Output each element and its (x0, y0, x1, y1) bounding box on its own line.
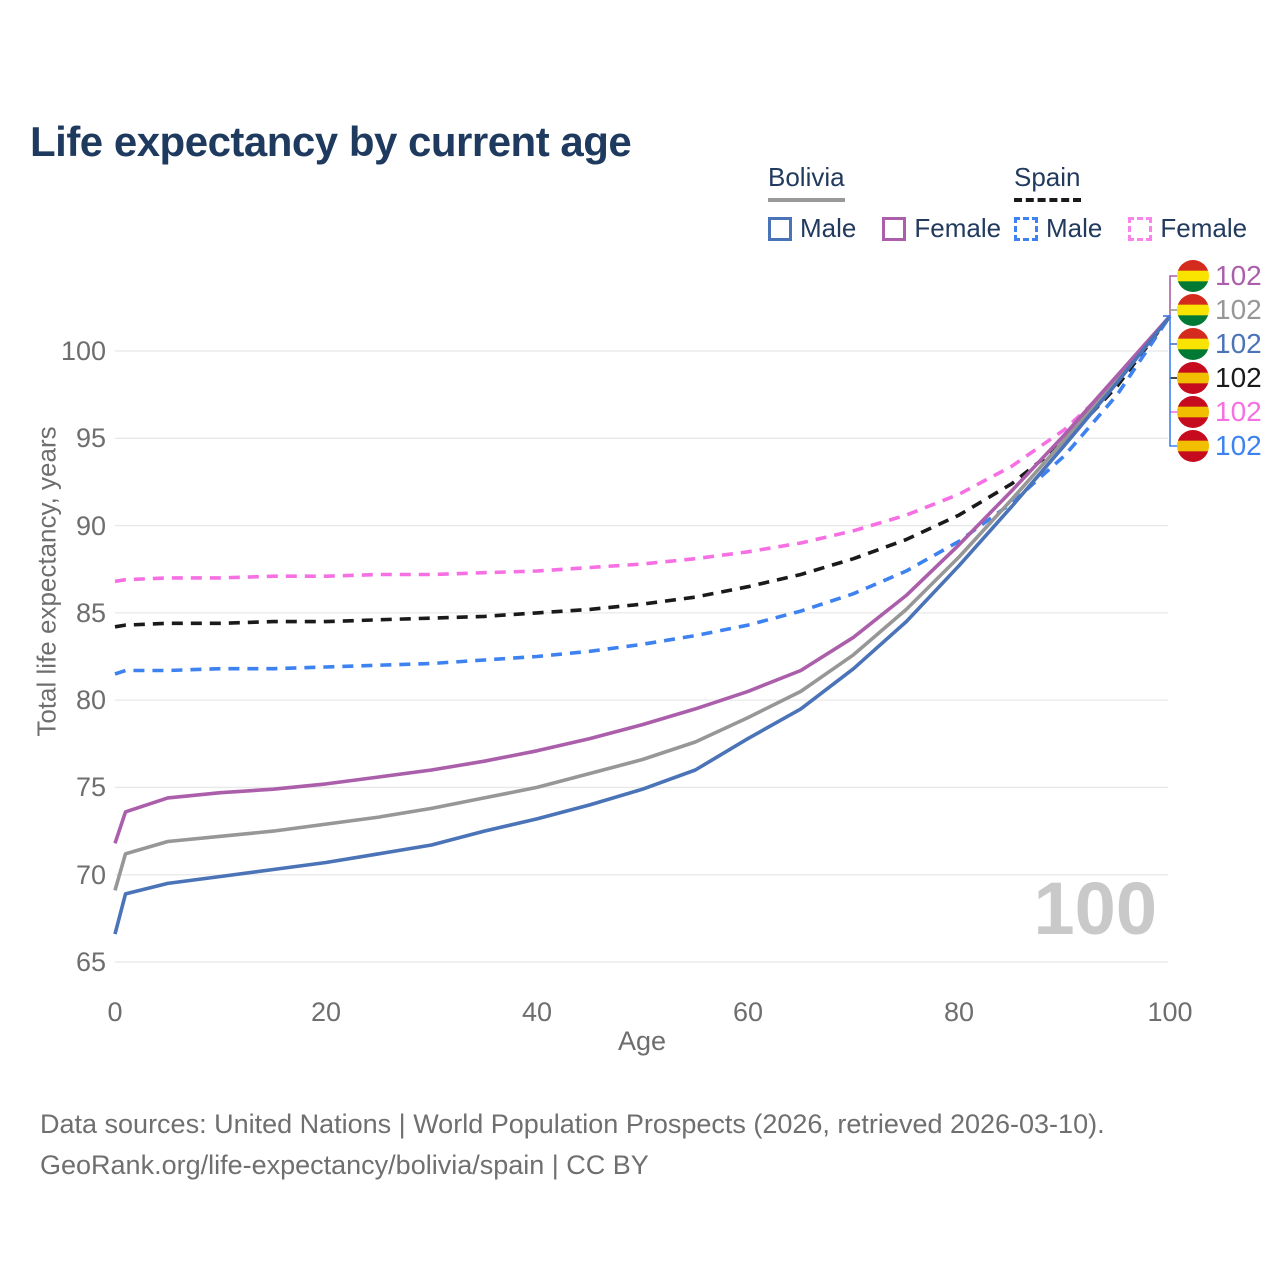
x-tick-label-100: 100 (1147, 997, 1193, 1027)
x-axis-title: Age (617, 1026, 667, 1056)
series-line-spain-female (114, 314, 1172, 584)
x-tick-label-40: 40 (521, 997, 553, 1027)
bolivia-flag-icon (1177, 260, 1209, 292)
legend-item-spain-male[interactable]: Male (1014, 213, 1102, 244)
y-tick-label-80: 80 (75, 685, 106, 716)
data-source-line1: Data sources: United Nations | World Pop… (40, 1109, 1105, 1139)
x-tick-label-20: 20 (310, 997, 342, 1027)
series-line-bolivia-male (113, 314, 1172, 935)
spain-female-swatch-icon (1128, 216, 1153, 241)
series-line-bolivia-both (113, 314, 1172, 891)
end-value-label-spain-male: 102 (1215, 430, 1262, 461)
spain-male-swatch-icon (1014, 216, 1038, 241)
bolivia-male-swatch-icon (768, 216, 792, 241)
legend-item-label: Female (914, 213, 1002, 243)
spain-flag-icon (1177, 430, 1209, 462)
bolivia-flag-icon (1177, 294, 1209, 326)
current-age-watermark: 100 (1033, 867, 1157, 950)
bolivia-female-swatch-icon (882, 216, 907, 241)
legend-item-bolivia-female[interactable]: Female (882, 213, 1001, 244)
end-value-label-bolivia-male: 102 (1215, 328, 1262, 359)
y-tick-label-75: 75 (75, 772, 106, 803)
chart-title: Life expectancy by current age (30, 118, 632, 166)
y-tick-label-85: 85 (75, 597, 106, 628)
x-tick-label-80: 80 (943, 997, 975, 1027)
y-tick-label-90: 90 (75, 510, 106, 541)
x-tick-label-0: 0 (107, 997, 123, 1027)
spain-flag-icon (1177, 362, 1209, 394)
bolivia-flag-icon (1177, 328, 1209, 360)
series-line-spain-male (114, 315, 1172, 676)
data-source-note: Data sources: United Nations | World Pop… (40, 1104, 1105, 1186)
legend-item-label: Female (1160, 213, 1248, 243)
end-value-label-spain-female: 102 (1215, 396, 1262, 427)
x-tick-label-60: 60 (732, 997, 764, 1027)
legend-country-spain[interactable]: Spain (1014, 162, 1081, 202)
y-tick-label-100: 100 (60, 336, 106, 366)
legend-item-label: Male (1046, 213, 1103, 243)
legend-group-bolivia: Bolivia Male Female (768, 162, 1001, 244)
y-tick-label-70: 70 (75, 859, 106, 890)
end-value-label-spain-both-sexes: 102 (1215, 362, 1262, 393)
data-source-line2: GeoRank.org/life-expectancy/bolivia/spai… (40, 1150, 649, 1180)
end-value-label-bolivia-both-sexes: 102 (1215, 294, 1262, 325)
series-line-bolivia-female (113, 314, 1172, 844)
y-tick-label-95: 95 (75, 423, 106, 454)
y-tick-label-65: 65 (75, 947, 106, 977)
legend-group-spain: Spain Male Female (1014, 162, 1247, 244)
end-value-label-bolivia-female: 102 (1215, 260, 1262, 291)
legend-country-bolivia[interactable]: Bolivia (768, 162, 845, 202)
legend-item-label: Male (800, 213, 857, 243)
end-label-connector (1163, 315, 1177, 447)
spain-flag-icon (1177, 396, 1209, 428)
legend-item-bolivia-male[interactable]: Male (768, 213, 856, 244)
series-line-spain-both (114, 315, 1172, 629)
legend-item-spain-female[interactable]: Female (1128, 213, 1247, 244)
